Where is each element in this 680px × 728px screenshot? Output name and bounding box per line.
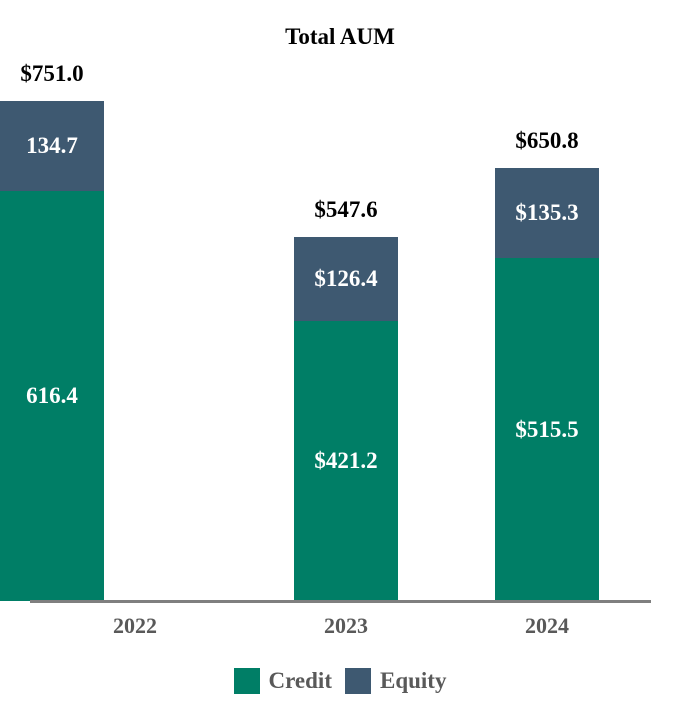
equity-value-label: 134.7 xyxy=(26,133,78,158)
x-axis-tick-label: 2022 xyxy=(113,613,157,638)
credit-value-label: $515.5 xyxy=(515,416,579,442)
credit-segment: $421.2 xyxy=(294,321,398,601)
chart-title: Total AUM xyxy=(285,24,395,49)
equity-value-label: $135.3 xyxy=(515,200,579,225)
equity-swatch-icon xyxy=(344,668,371,694)
stacked-bar: $126.4 $421.2 xyxy=(294,237,398,601)
credit-swatch-icon xyxy=(233,668,260,694)
stacked-bar: $135.3 $515.5 xyxy=(495,168,599,601)
credit-value-label: $421.2 xyxy=(314,448,378,473)
bar-total-label: $650.8 xyxy=(515,128,579,153)
equity-segment: $126.4 xyxy=(294,237,398,321)
equity-segment: $135.3 xyxy=(495,168,599,258)
x-axis-line xyxy=(30,600,651,603)
credit-value-label: 616.4 xyxy=(26,383,78,408)
x-axis-tick-label: 2023 xyxy=(324,613,368,638)
legend: Credit Equity xyxy=(0,668,680,694)
stacked-bar: 134.7 616.4 xyxy=(0,101,104,601)
bar-total-label: $751.0 xyxy=(20,61,84,86)
bar-total-label: $547.6 xyxy=(314,197,378,222)
x-axis-tick-label: 2024 xyxy=(525,613,569,638)
credit-segment: $515.5 xyxy=(495,258,599,601)
legend-label-equity: Equity xyxy=(379,668,447,693)
legend-label-credit: Credit xyxy=(268,668,332,693)
equity-segment: 134.7 xyxy=(0,101,104,191)
credit-segment: 616.4 xyxy=(0,191,104,601)
equity-value-label: $126.4 xyxy=(314,266,378,291)
legend-item-credit: Credit xyxy=(233,668,332,694)
legend-item-equity: Equity xyxy=(344,668,447,694)
